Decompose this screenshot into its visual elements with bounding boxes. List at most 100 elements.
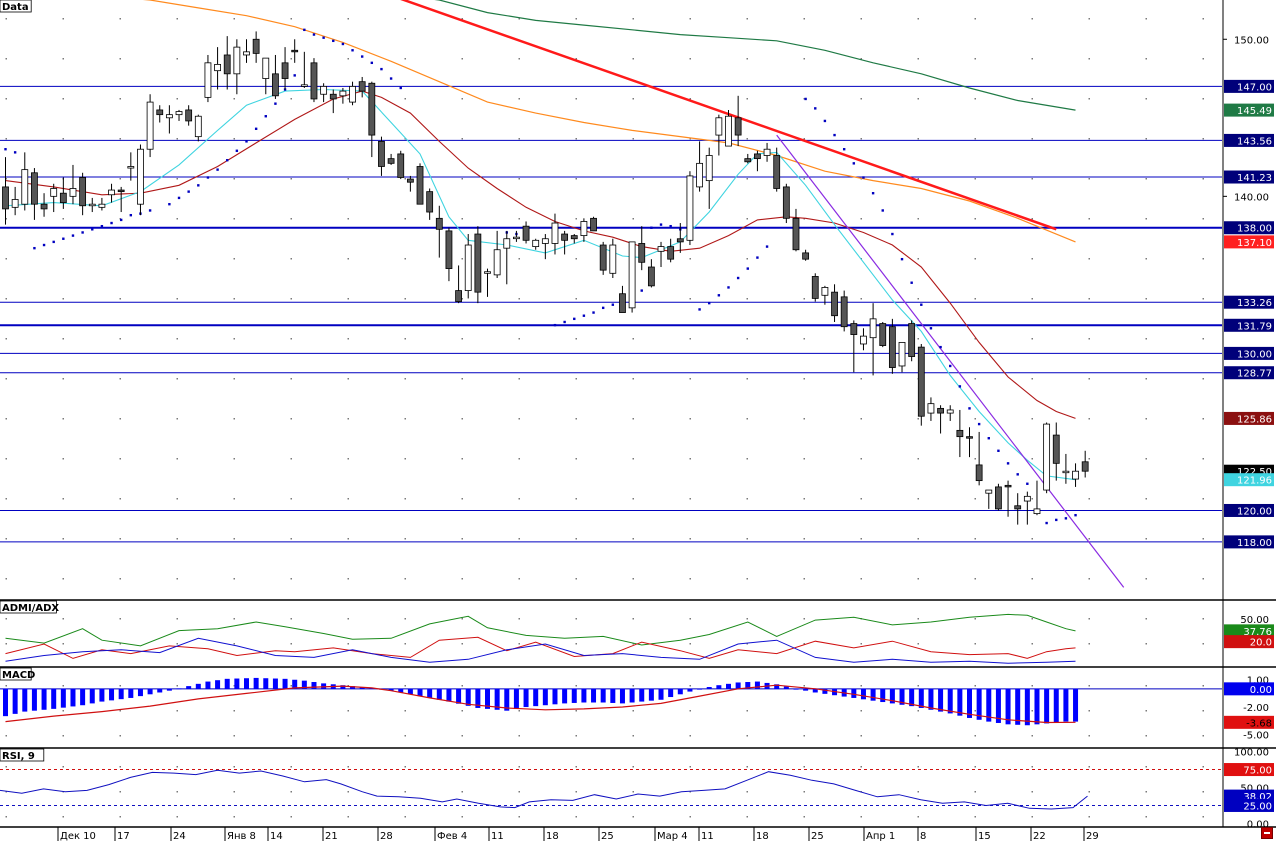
grid-dot [176,178,178,180]
psar-dot [765,245,769,248]
grid-dot [689,418,691,420]
psar-dot [891,232,894,236]
grid-dot [1031,18,1033,20]
level-price-label-text: 128.77 [1237,369,1272,380]
grid-dot [575,338,577,340]
macd-histogram-bar [745,682,751,689]
candle [320,83,328,103]
candle [580,218,588,242]
grid-dot [689,710,691,712]
candle [194,114,202,142]
macd-histogram-bar [774,684,780,689]
grid-dot [290,378,292,380]
grid-dot [461,578,463,580]
grid-dot [803,18,805,20]
grid-dot [860,58,862,60]
grid-dot [62,578,64,580]
candle-body [937,407,944,414]
candle [387,153,395,165]
x-axis-tick-label: Янв 8 [227,831,256,842]
grid-dot [974,258,976,260]
grid-dot [746,458,748,460]
grid-dot [119,498,121,500]
candle-body [840,296,848,328]
candle-body [194,115,202,138]
rsi-level-75-label: 75.00 [1224,763,1274,777]
psar-dot [910,281,913,284]
grid-dot [233,178,235,180]
candle [879,321,887,348]
macd-histogram-bar [109,688,115,701]
candle-body [79,177,87,207]
candle-body [754,153,761,160]
macd-histogram-bar [436,688,442,700]
grid-dot [176,578,178,580]
grid-dot [518,578,520,580]
grid-dot [404,18,406,20]
grid-dot [119,258,121,260]
grid-dot [1145,685,1147,687]
sma-green-value-label: 145.49 [1224,103,1274,117]
grid-dot [974,18,976,20]
psar-dot [52,240,55,244]
grid-dot [1088,378,1090,380]
psar-dot [563,320,566,324]
grid-dot [1088,298,1090,300]
grid-dot [803,498,805,500]
candle [464,234,472,299]
candle [11,186,19,216]
grid-dot [632,498,634,500]
grid-dot [290,735,292,737]
macd-histogram-bar [417,688,423,697]
macd-histogram-bar [205,681,211,689]
grid-dot [917,685,919,687]
grid-dot [347,218,349,220]
candle [917,343,925,426]
macd-signal-value-label: -3.68 [1224,715,1274,729]
psar-dot [370,61,374,65]
psar-dot [939,345,942,349]
grid-dot [290,138,292,140]
grid-dot [119,298,121,300]
macd-histogram-bar [860,688,866,700]
grid-dot [518,766,520,768]
grid-dot [917,138,919,140]
candle [946,405,954,421]
macd-histogram-bar [1073,688,1079,722]
grid-dot [347,458,349,460]
grid-dot [176,58,178,60]
window-menu-icon[interactable] [1261,827,1273,839]
candle-body [59,192,67,204]
candle-body [638,243,646,263]
candle [416,163,424,205]
grid-dot [803,643,805,645]
macd-histogram-bar [147,688,153,695]
candle [821,285,829,305]
grid-dot [1088,218,1090,220]
psar-dot [1045,521,1048,525]
candle-body [11,199,19,208]
candle [1023,491,1031,525]
candle-body [117,189,125,193]
grid-dot [746,418,748,420]
psar-dot [842,148,846,151]
candle-body [1052,434,1060,464]
grid-dot [1145,791,1147,793]
rsi-panel-title: RSI, 9 [0,748,45,762]
grid-dot [575,538,577,540]
grid-dot [974,138,976,140]
grid-dot [461,458,463,460]
grid-dot [1202,458,1204,460]
grid-dot [5,218,7,220]
grid-dot [917,58,919,60]
grid-dot [860,643,862,645]
candle-body [214,63,221,72]
grid-dot [62,298,64,300]
candle-body [676,238,684,243]
candle-body [406,178,414,183]
candle-body [416,166,424,205]
grid-dot [518,791,520,793]
grid-dot [974,418,976,420]
psar-dot [968,407,971,410]
